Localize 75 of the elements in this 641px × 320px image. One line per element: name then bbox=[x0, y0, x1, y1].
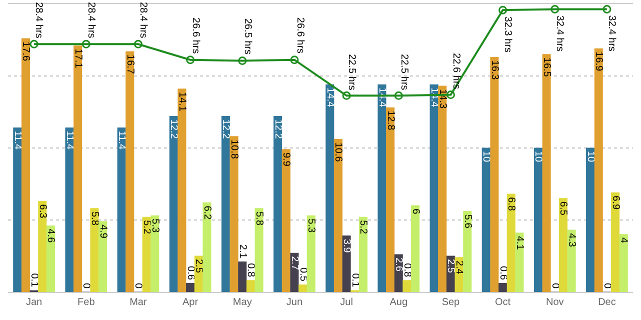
data-label: 22.6 hrs bbox=[450, 53, 462, 90]
data-label: 3.9 bbox=[341, 238, 352, 254]
data-label: 5.2 bbox=[358, 220, 369, 234]
data-label: 0 bbox=[132, 283, 144, 289]
data-label: 10.6 bbox=[332, 142, 344, 162]
data-label: 0.1 bbox=[28, 273, 40, 288]
data-label: 16.5 bbox=[541, 57, 552, 78]
x-tick-label: Sep bbox=[442, 297, 460, 308]
data-label: 12.2 bbox=[220, 119, 232, 140]
data-label: 10 bbox=[480, 151, 492, 163]
data-label: 16.7 bbox=[124, 54, 136, 74]
x-tick-label: Mar bbox=[130, 297, 148, 308]
data-label: 28.4 hrs bbox=[33, 2, 44, 38]
data-label: 26.6 hrs bbox=[294, 17, 306, 54]
data-label: 6.2 bbox=[201, 206, 212, 220]
data-label: 11.4 bbox=[12, 130, 23, 150]
data-label: 32.3 hrs bbox=[502, 16, 513, 52]
data-label: 0 bbox=[80, 283, 92, 289]
data-label: 0.6 bbox=[184, 266, 196, 280]
data-label: 26.5 hrs bbox=[242, 18, 254, 54]
data-label: 12.2 bbox=[272, 119, 284, 140]
data-label: 22.5 hrs bbox=[398, 54, 410, 90]
data-label: 2.4 bbox=[454, 260, 465, 275]
data-label: 4.6 bbox=[45, 228, 56, 244]
data-label: 11.4 bbox=[116, 130, 128, 150]
data-label: 5.8 bbox=[88, 211, 100, 226]
data-label: 2.5 bbox=[193, 259, 204, 274]
x-tick-label: Dec bbox=[598, 297, 616, 308]
data-label: 2.1 bbox=[236, 244, 248, 259]
data-label: 2.5 bbox=[445, 259, 456, 274]
data-label: 16.3 bbox=[488, 60, 500, 80]
data-label: 5.6 bbox=[462, 214, 473, 229]
data-label: 6.5 bbox=[558, 201, 569, 216]
data-label: 6.9 bbox=[610, 196, 621, 210]
data-label: 4 bbox=[618, 237, 630, 244]
x-tick-label: May bbox=[232, 297, 252, 308]
data-label: 26.6 hrs bbox=[190, 18, 202, 54]
x-tick-label: Oct bbox=[495, 297, 511, 308]
data-label: 14.1 bbox=[176, 92, 188, 112]
data-label: 6.3 bbox=[36, 204, 48, 219]
data-label: 4.3 bbox=[566, 233, 578, 248]
data-label: 28.4 hrs bbox=[85, 2, 96, 38]
data-label: 4.9 bbox=[97, 224, 108, 239]
data-label: 17.1 bbox=[72, 48, 84, 69]
data-label: 28.4 hrs bbox=[137, 2, 148, 38]
data-label: 4.1 bbox=[514, 236, 525, 250]
data-label: 32.4 hrs bbox=[606, 15, 618, 52]
data-label: 11.4 bbox=[64, 130, 75, 150]
data-label: 17.6 bbox=[20, 42, 32, 62]
data-label: 0.6 bbox=[497, 266, 508, 280]
data-label: 10.8 bbox=[228, 139, 240, 160]
data-label: 5.3 bbox=[306, 218, 317, 234]
data-label: 9.9 bbox=[280, 152, 292, 167]
x-tick-label: Feb bbox=[78, 297, 96, 308]
data-label: 32.4 hrs bbox=[554, 15, 566, 52]
data-label: 14.3 bbox=[436, 89, 448, 109]
data-label: 6 bbox=[410, 208, 421, 215]
data-label: 0 bbox=[601, 283, 612, 289]
x-tick-label: Aug bbox=[390, 297, 408, 308]
data-label: 12.8 bbox=[384, 110, 396, 131]
x-tick-label: Apr bbox=[182, 297, 199, 308]
data-label: 12.2 bbox=[168, 119, 180, 140]
x-tick-label: Nov bbox=[546, 297, 564, 308]
data-label: 0.8 bbox=[245, 263, 256, 278]
data-label: 2.6 bbox=[393, 258, 404, 272]
data-label: 6.8 bbox=[506, 197, 517, 212]
x-tick-label: Jun bbox=[286, 297, 303, 308]
x-tick-label: Jul bbox=[340, 297, 353, 308]
data-label: 22.5 hrs bbox=[346, 54, 358, 90]
x-tick-label: Jan bbox=[26, 297, 42, 308]
data-label: 16.9 bbox=[593, 52, 604, 72]
data-label: 10 bbox=[532, 151, 544, 163]
data-label: 14.4 bbox=[324, 88, 336, 108]
data-label: 5.8 bbox=[254, 211, 265, 226]
data-label: 2.7 bbox=[288, 256, 300, 270]
